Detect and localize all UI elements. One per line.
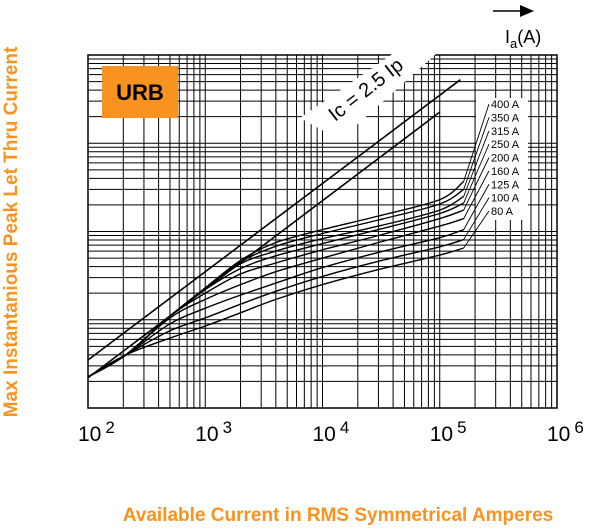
rating-leader-line [463, 210, 490, 249]
current-axis-label: Ia(A) [505, 27, 541, 51]
x-tick-label: 10 2 [78, 418, 115, 446]
rating-label: 100 A [491, 193, 520, 205]
x-axis-title: Available Current in RMS Symmetrical Amp… [123, 505, 553, 526]
grid [88, 55, 557, 408]
rating-label: 200 A [491, 153, 520, 165]
reference-lines [87, 79, 461, 379]
curve-100-a [87, 238, 464, 378]
rating-label: 160 A [491, 166, 520, 178]
curves [87, 180, 465, 378]
rating-label: 80 A [491, 206, 514, 218]
rating-label: 400 A [491, 99, 520, 111]
current-axis-label-base: I [505, 27, 510, 47]
curve-160-a [87, 217, 464, 378]
rating-leader-line [463, 103, 490, 182]
rating-leader-line [463, 197, 490, 240]
x-tick-labels: 10 2 10 3 10 4 10 5 10 6 [78, 418, 584, 446]
rating-leader-line [463, 184, 490, 230]
rating-leader-line [463, 170, 490, 219]
rating-label: 125 A [491, 179, 520, 191]
rating-leader-line [463, 157, 490, 211]
rating-label: 250 A [491, 139, 520, 151]
current-axis-label-rest: (A) [517, 27, 541, 47]
rating-label: 315 A [491, 126, 520, 138]
reference-line [87, 79, 461, 361]
curve-80-a [87, 247, 464, 378]
reference-line [87, 111, 441, 379]
current-axis-label-sub: a [510, 36, 518, 51]
arrow-right-icon [493, 5, 534, 17]
reference-label-background [300, 28, 465, 140]
urb-badge [102, 66, 178, 118]
rating-leader-line [463, 130, 490, 197]
rating-label: 350 A [491, 112, 520, 124]
urb-badge-label: URB [116, 80, 164, 105]
plot-frame [87, 54, 558, 409]
y-axis-title: Max Instantanious Peak Let Thru Current [1, 46, 22, 417]
rating-leader-line [463, 117, 490, 190]
rating-leader-line [463, 143, 490, 204]
curve-125-a [87, 228, 464, 378]
x-tick-label: 10 4 [313, 418, 350, 446]
x-tick-label: 10 6 [547, 418, 584, 446]
x-tick-label: 10 3 [195, 418, 232, 446]
x-tick-label: 10 5 [430, 418, 467, 446]
